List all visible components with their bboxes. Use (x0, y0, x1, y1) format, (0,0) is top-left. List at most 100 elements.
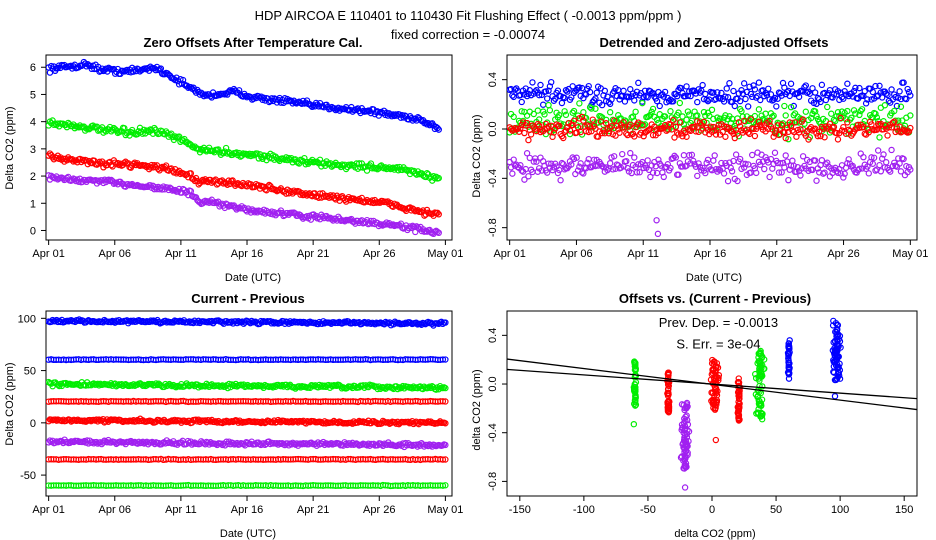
red-cluster-point (713, 392, 721, 399)
blue-point (907, 92, 914, 99)
red-point (316, 190, 324, 197)
red-point (220, 180, 227, 187)
purple-cluster-point (684, 421, 692, 428)
blue-point (884, 91, 891, 99)
red-flat-neg-point (442, 456, 449, 463)
purple-point (510, 156, 517, 163)
annotation: Prev. Dep. = -0.0013 (659, 315, 778, 330)
purple-point (753, 169, 760, 177)
blue-point (702, 90, 709, 98)
red-point (904, 129, 911, 136)
red-cluster-point (712, 385, 720, 393)
red-point (797, 126, 804, 133)
blue-point (539, 101, 547, 108)
purple-point (767, 155, 775, 163)
detrended-panel: Detrended and Zero-adjusted Offsets Date… (471, 35, 928, 284)
blue-point (703, 96, 710, 103)
current-previous-panel: Current - Previous Date (UTC) Delta CO2 … (4, 291, 463, 540)
red-point (613, 122, 621, 130)
green-point (556, 111, 563, 119)
blue-point (625, 94, 633, 101)
red-cluster-point (708, 397, 715, 405)
purple-point (864, 163, 871, 170)
green-point (606, 109, 614, 116)
red-point (669, 116, 677, 124)
purple-point (771, 149, 779, 156)
red-point (844, 119, 851, 126)
green-point (782, 112, 789, 119)
green-point (321, 382, 328, 389)
x-tick-label: Apr 11 (165, 248, 197, 260)
purple-point (690, 157, 697, 165)
red-point (837, 114, 844, 122)
red-point (157, 164, 165, 172)
purple-point (897, 168, 905, 175)
red-point (616, 129, 623, 136)
x-axis-label: Date (UTC) (225, 272, 281, 284)
blue-point (529, 79, 536, 86)
blue-point (225, 88, 232, 95)
green-point (710, 115, 717, 123)
x-tick-label: May 01 (427, 248, 463, 260)
blue-point (704, 97, 712, 105)
purple-point (631, 154, 638, 161)
blue-cluster-point (831, 359, 838, 366)
blue-point (738, 87, 745, 94)
purple-point (294, 212, 302, 219)
purple-point (397, 220, 405, 227)
panel-title: Detrended and Zero-adjusted Offsets (600, 35, 829, 50)
purple-point (877, 168, 885, 175)
green-point (676, 99, 684, 107)
green-point (700, 108, 708, 116)
blue-point (724, 94, 732, 101)
red-point (115, 161, 123, 169)
purple-point (619, 150, 626, 158)
green-point (394, 385, 401, 393)
green-point (848, 114, 855, 121)
blue-point (765, 85, 772, 92)
red-flat-point (442, 398, 449, 405)
purple-point (860, 153, 867, 161)
blue-point (767, 91, 775, 98)
blue-point (548, 78, 555, 86)
purple-point (896, 160, 903, 167)
red-point (570, 117, 578, 124)
green-point (541, 111, 548, 118)
red-point (840, 123, 847, 131)
purple-point (742, 160, 749, 168)
x-tick-label: -50 (640, 504, 656, 516)
purple-point (518, 167, 525, 174)
blue-flat-point (442, 356, 449, 363)
red-point (525, 136, 532, 144)
purple-cluster-point (682, 447, 690, 454)
x-tick-label: May 01 (427, 504, 463, 516)
purple-point (545, 160, 552, 167)
purple-cluster-point (680, 419, 688, 426)
green-point (442, 384, 449, 392)
green-point (751, 112, 759, 120)
purple-cluster-point (681, 448, 688, 456)
red-point (597, 118, 604, 125)
red-cluster-point (735, 415, 742, 422)
red-point (845, 126, 852, 134)
purple-point (790, 162, 797, 169)
y-tick-label: 0.0 (487, 121, 499, 136)
purple-point (732, 151, 740, 158)
red-point (766, 117, 773, 125)
purple-point (696, 163, 704, 171)
green-cluster-point (759, 353, 766, 360)
x-axis-label: delta CO2 (ppm) (674, 528, 755, 540)
red-point (405, 418, 412, 426)
purple-point (688, 151, 696, 159)
red-point (621, 124, 629, 131)
red-point (527, 131, 535, 138)
purple-point (782, 152, 789, 159)
red-cluster-point (712, 404, 719, 412)
blue-point (750, 82, 757, 89)
red-point (770, 133, 777, 140)
blue-point (893, 102, 901, 110)
purple-point (711, 152, 718, 159)
blue-cluster-point (836, 332, 844, 340)
purple-point (671, 152, 678, 160)
